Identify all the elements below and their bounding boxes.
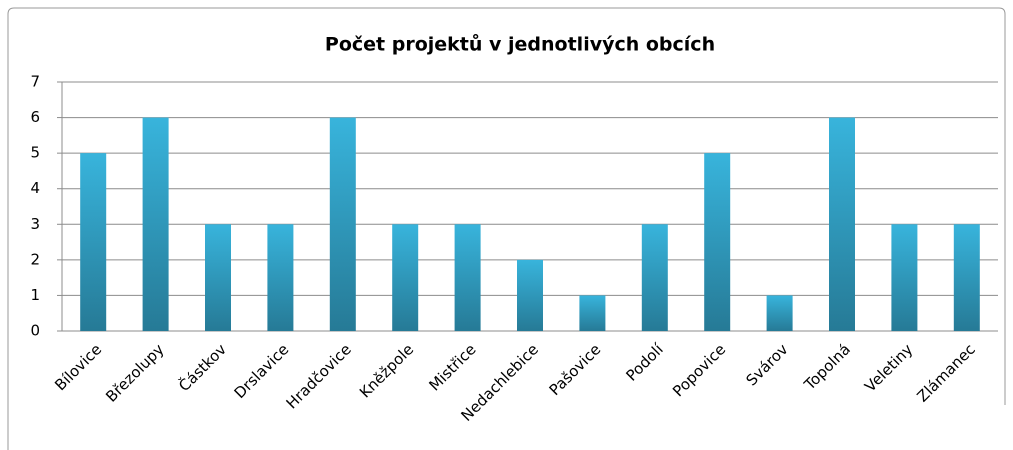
x-tick-label: Zlámanec	[913, 340, 978, 405]
bar	[329, 117, 356, 331]
y-tick-label: 2	[30, 250, 40, 268]
bar	[517, 259, 543, 331]
bar	[704, 153, 731, 331]
bar	[829, 117, 855, 331]
x-tick-label: Mistřice	[425, 340, 479, 394]
bar	[267, 224, 294, 331]
x-tick-label: Veletiny	[861, 340, 916, 395]
bar	[891, 224, 918, 331]
bar	[80, 153, 107, 331]
bar	[392, 224, 419, 331]
x-tick-label: Topolná	[800, 340, 854, 394]
x-tick-label: Podolí	[622, 340, 667, 385]
y-tick-label: 4	[30, 179, 40, 197]
bar	[454, 224, 481, 331]
y-tick-label: 3	[30, 215, 40, 233]
bar	[142, 117, 169, 331]
bar	[579, 295, 606, 331]
y-tick-label: 7	[30, 73, 40, 91]
y-tick-label: 0	[30, 322, 40, 340]
x-tick-label: Kněžpole	[356, 340, 417, 401]
x-tick-label: Svárov	[742, 340, 791, 389]
bar	[953, 224, 980, 331]
y-tick-label: 5	[30, 144, 40, 162]
x-tick-label: Popovice	[669, 340, 729, 400]
x-tick-label: Bílovice	[51, 340, 105, 394]
chart-frame	[7, 7, 1006, 450]
bar	[205, 224, 231, 331]
x-tick-label: Pašovice	[546, 340, 605, 399]
x-tick-label: Částkov	[174, 339, 230, 395]
y-tick-label: 1	[30, 286, 40, 304]
x-tick-label: Hradčovice	[283, 340, 355, 412]
bar	[641, 224, 668, 331]
bar	[766, 295, 793, 331]
y-tick-label: 6	[30, 108, 40, 126]
x-tick-label: Drslavice	[231, 340, 293, 402]
x-tick-label: Březolupy	[102, 340, 167, 405]
chart-title: Počet projektů v jednotlivých obcích	[325, 33, 715, 56]
